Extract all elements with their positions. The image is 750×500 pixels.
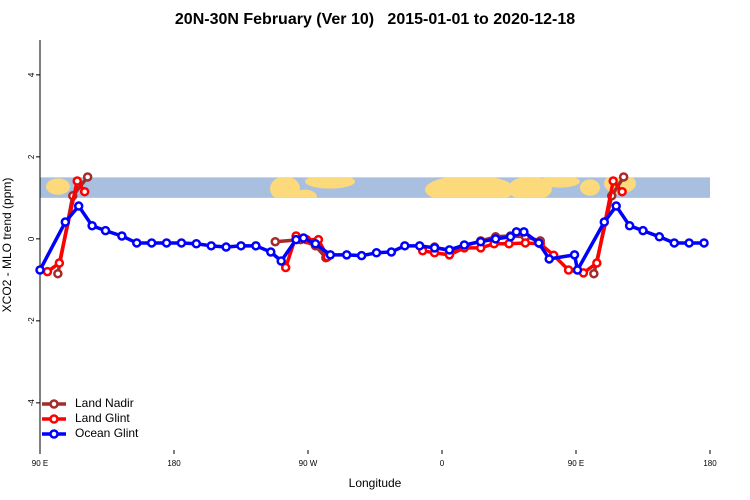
data-point	[699, 238, 709, 248]
data-point	[298, 233, 309, 243]
data-point	[400, 241, 410, 251]
data-point	[100, 225, 111, 236]
legend-marker	[49, 399, 59, 409]
data-point	[310, 239, 321, 249]
legend-marker	[49, 429, 59, 439]
chart-title: 20N-30N February (Ver 10) 2015-01-01 to …	[175, 11, 575, 28]
legend-marker	[49, 414, 59, 424]
data-point	[505, 232, 516, 242]
continent	[270, 177, 300, 198]
data-point	[459, 240, 470, 250]
data-point	[520, 238, 531, 248]
legend-label: Land Nadir	[75, 396, 134, 410]
data-point	[599, 217, 610, 227]
data-point	[569, 250, 580, 260]
data-point	[386, 247, 397, 257]
data-point	[266, 247, 276, 257]
data-point	[608, 176, 618, 186]
x-tick-label: 90 E	[568, 459, 584, 468]
data-point	[161, 238, 172, 248]
y-tick-label: 2	[27, 154, 36, 159]
data-point	[35, 265, 45, 275]
data-point	[221, 242, 231, 252]
data-point	[146, 238, 157, 248]
data-point	[444, 245, 455, 255]
legend-label: Land Glint	[75, 411, 130, 425]
data-point	[617, 186, 627, 197]
continent	[293, 189, 317, 198]
x-tick-label: 90 E	[32, 459, 48, 468]
data-point	[563, 265, 574, 275]
continent	[425, 177, 515, 198]
data-point	[53, 268, 63, 279]
data-point	[511, 227, 522, 237]
y-tick-label: -4	[27, 399, 36, 407]
data-point	[519, 227, 529, 237]
data-point	[117, 231, 127, 241]
data-point	[276, 256, 286, 266]
data-point	[206, 241, 216, 251]
data-point	[251, 241, 261, 251]
continent	[305, 177, 355, 189]
continent	[540, 177, 580, 188]
data-point	[236, 241, 246, 251]
data-point	[191, 239, 202, 249]
data-point	[176, 238, 187, 248]
data-point	[72, 176, 82, 186]
x-tick-label: 180	[703, 459, 717, 468]
data-point	[73, 201, 84, 211]
data-point	[60, 217, 71, 227]
data-point	[544, 254, 554, 264]
data-point	[325, 250, 336, 260]
data-point	[356, 250, 367, 261]
data-point	[270, 236, 280, 247]
data-point	[592, 258, 602, 268]
data-point	[371, 248, 382, 258]
data-point	[490, 234, 501, 244]
y-axis-label: XCO2 - MLO trend (ppm)	[0, 178, 14, 313]
x-tick-label: 180	[167, 459, 181, 468]
y-tick-label: 0	[27, 236, 36, 241]
data-point	[429, 243, 440, 253]
data-point	[42, 266, 53, 277]
continent	[580, 179, 600, 196]
y-tick-label: 4	[27, 72, 36, 77]
series-line	[38, 204, 705, 272]
data-point	[291, 234, 301, 245]
data-point	[280, 262, 291, 273]
data-point	[654, 232, 665, 242]
data-point	[572, 265, 583, 275]
data-point	[341, 250, 352, 260]
data-point	[638, 225, 648, 236]
data-point	[684, 238, 694, 248]
data-point	[624, 220, 635, 231]
x-tick-label: 90 W	[299, 459, 318, 468]
y-tick-label: -2	[27, 317, 36, 325]
data-point	[132, 238, 142, 248]
data-point	[669, 238, 680, 248]
data-point	[54, 258, 65, 268]
data-point	[618, 172, 629, 182]
x-tick-label: 0	[440, 459, 445, 468]
x-axis-label: Longitude	[349, 476, 402, 490]
data-point	[475, 236, 486, 247]
data-point	[87, 220, 97, 231]
data-point	[534, 238, 544, 248]
continent	[46, 178, 70, 195]
data-point	[611, 201, 621, 211]
data-point	[589, 268, 599, 279]
data-point	[414, 241, 425, 251]
data-point	[79, 186, 90, 197]
data-point	[82, 172, 93, 182]
legend-label: Ocean Glint	[75, 426, 139, 440]
